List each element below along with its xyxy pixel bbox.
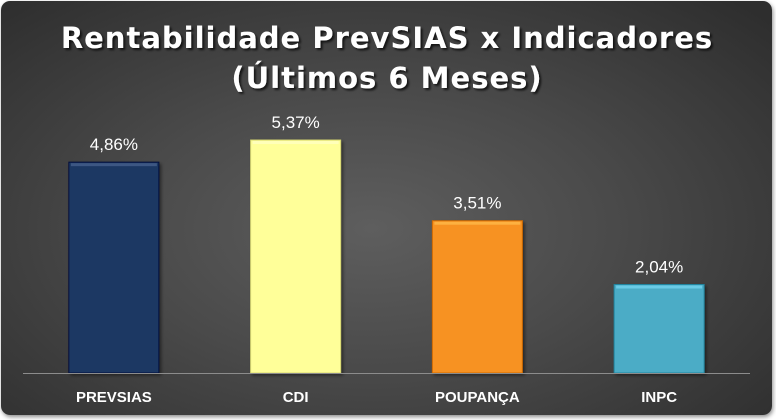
category-label: INPC: [641, 389, 677, 406]
value-label: 5,37%: [272, 113, 320, 132]
bar-bevel-highlight: [252, 141, 339, 145]
bar-bevel-highlight: [434, 221, 521, 225]
value-label: 3,51%: [453, 194, 501, 213]
value-label: 2,04%: [635, 257, 683, 276]
chart-frame: Rentabilidade PrevSIAS x Indicadores (Úl…: [1, 1, 772, 415]
bar-poupança: [431, 220, 523, 374]
bar-prevsias: [68, 161, 160, 374]
chart-subtitle: (Últimos 6 Meses): [231, 61, 542, 95]
bar-chart: Rentabilidade PrevSIAS x Indicadores (Úl…: [23, 21, 750, 406]
value-label: 4,86%: [90, 135, 138, 154]
bar-bevel-highlight: [70, 163, 157, 167]
category-label: PREVSIAS: [76, 389, 152, 406]
category-label: CDI: [283, 389, 309, 406]
bar-inpc: [613, 283, 705, 374]
category-label: POUPANÇA: [435, 389, 520, 406]
chart-title: Rentabilidade PrevSIAS x Indicadores: [61, 21, 713, 55]
bar-bevel-highlight: [616, 285, 703, 289]
bar-cdi: [250, 139, 342, 374]
